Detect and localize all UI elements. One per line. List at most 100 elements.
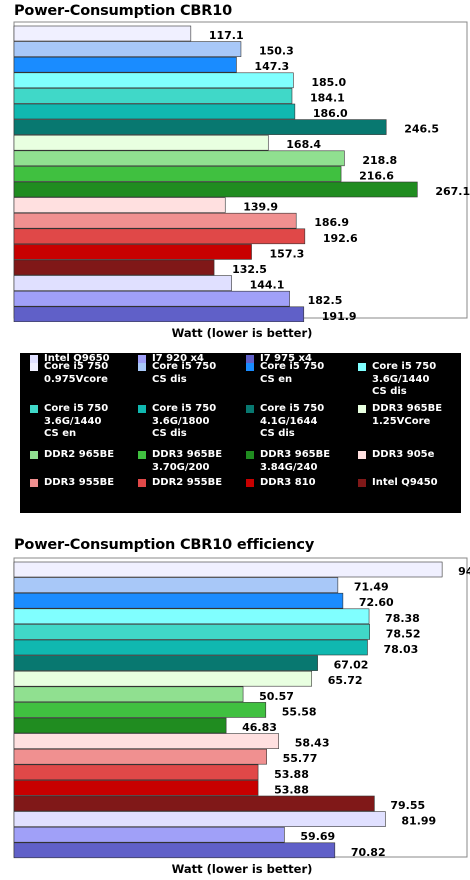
legend-label: Core i5 750 3.6G/1440 CS en bbox=[44, 403, 109, 440]
bar bbox=[13, 56, 237, 73]
bar bbox=[13, 212, 297, 229]
data-label: 168.4 bbox=[286, 138, 321, 151]
bar bbox=[13, 670, 313, 687]
data-label: 246.5 bbox=[404, 123, 439, 136]
bar bbox=[13, 795, 375, 812]
data-label: 132.5 bbox=[232, 263, 267, 276]
legend-label: Core i5 750 4.1G/1644 CS dis bbox=[260, 403, 325, 440]
data-label: 78.52 bbox=[386, 627, 421, 640]
data-label: 81.99 bbox=[401, 815, 436, 828]
data-label: 150.3 bbox=[259, 45, 294, 58]
bar bbox=[13, 608, 370, 625]
bar bbox=[13, 134, 269, 151]
bar bbox=[13, 181, 418, 198]
data-label: 186.0 bbox=[313, 107, 348, 120]
chart-1-plot: 117.1 150.3 147.3 185.0 184.1 186.0 246.5 168.4… bbox=[13, 21, 470, 322]
bar bbox=[13, 166, 342, 182]
legend-swatch bbox=[246, 355, 254, 363]
data-label: 184.1 bbox=[310, 91, 345, 104]
bar bbox=[13, 103, 296, 120]
data-label: 192.6 bbox=[323, 232, 358, 245]
bar bbox=[13, 88, 293, 104]
legend: Core i5 750 0.975Vcore Core i5 750 CS dis… bbox=[20, 353, 461, 513]
bar bbox=[13, 748, 267, 765]
legend-swatch bbox=[358, 479, 366, 487]
legend-label: DDR3 955BE bbox=[44, 477, 115, 488]
data-label: 185.0 bbox=[311, 76, 346, 89]
bar bbox=[13, 577, 339, 593]
data-label: 70.82 bbox=[351, 846, 386, 859]
data-label: 71.49 bbox=[354, 581, 389, 594]
data-label: 46.83 bbox=[242, 721, 277, 734]
legend-swatch bbox=[138, 479, 146, 487]
bar bbox=[13, 275, 232, 291]
legend-label: I7 920 x4 bbox=[152, 353, 204, 364]
bar bbox=[13, 244, 252, 260]
bar bbox=[13, 290, 290, 307]
bar bbox=[13, 119, 387, 135]
legend-label: Core i5 750 0.975Vcore bbox=[44, 361, 109, 385]
bar bbox=[13, 624, 370, 640]
bar bbox=[13, 41, 242, 57]
bar bbox=[13, 702, 267, 718]
bar bbox=[13, 150, 345, 167]
legend-swatch bbox=[358, 405, 366, 413]
legend-label: DDR2 955BE bbox=[152, 477, 223, 488]
bar bbox=[13, 811, 386, 827]
data-label: 191.9 bbox=[322, 310, 357, 322]
chart-1-title: Power-Consumption CBR10 bbox=[14, 3, 233, 19]
legend-swatch bbox=[30, 405, 38, 413]
legend-label: Intel Q9650 bbox=[44, 353, 110, 364]
data-label: 78.38 bbox=[385, 612, 420, 625]
legend-swatch bbox=[358, 451, 366, 459]
data-label: 50.57 bbox=[259, 690, 294, 703]
bar bbox=[13, 259, 215, 276]
legend-swatch bbox=[30, 451, 38, 459]
chart-2-title: Power-Consumption CBR10 efficiency bbox=[14, 537, 315, 553]
data-label: 139.9 bbox=[243, 201, 278, 214]
bar bbox=[13, 826, 285, 843]
data-label: 53.88 bbox=[274, 768, 309, 781]
bar bbox=[13, 655, 318, 671]
data-label: 94.51 bbox=[458, 565, 470, 578]
chart-1-x-axis-label: Watt (lower is better) bbox=[171, 326, 313, 340]
legend-swatch bbox=[30, 355, 38, 363]
data-label: 267.1 bbox=[435, 185, 470, 198]
legend-label: Intel Q9450 bbox=[372, 477, 438, 488]
legend-swatch bbox=[138, 355, 146, 363]
legend-swatch bbox=[138, 451, 146, 459]
legend-swatch bbox=[138, 363, 146, 371]
data-label: 55.58 bbox=[282, 705, 317, 718]
legend-label: DDR3 965BE 3.70G/200 bbox=[152, 449, 223, 473]
data-label: 55.77 bbox=[283, 752, 318, 765]
bar bbox=[13, 717, 227, 734]
data-label: 72.60 bbox=[359, 596, 394, 609]
legend-label: DDR3 905e bbox=[372, 449, 435, 460]
legend-swatch bbox=[138, 405, 146, 413]
data-label: 78.03 bbox=[383, 643, 418, 656]
legend-swatch bbox=[30, 479, 38, 487]
data-label: 65.72 bbox=[328, 674, 363, 687]
bar bbox=[13, 842, 336, 859]
data-label: 58.43 bbox=[295, 737, 330, 750]
chart-2-plot: 94.51 71.49 72.60 78.38 78.52 78.03 67.02 65.72… bbox=[13, 557, 470, 859]
data-label: 218.8 bbox=[362, 154, 397, 167]
data-label: 59.69 bbox=[300, 830, 335, 843]
data-label: 157.3 bbox=[270, 247, 305, 260]
legend-label: DDR3 965BE 1.25VCore bbox=[372, 403, 443, 427]
data-label: 182.5 bbox=[308, 294, 343, 307]
data-label: 79.55 bbox=[390, 799, 425, 812]
bar bbox=[13, 733, 279, 749]
data-label: 144.1 bbox=[250, 279, 285, 292]
bar bbox=[13, 592, 344, 609]
bar bbox=[13, 764, 259, 781]
data-label: 117.1 bbox=[209, 29, 244, 42]
legend-label: Core i5 750 3.6G/1440 CS dis bbox=[372, 361, 437, 398]
bar bbox=[13, 686, 244, 703]
data-label: 67.02 bbox=[334, 659, 369, 672]
bar bbox=[13, 25, 192, 42]
legend-swatch bbox=[246, 363, 254, 371]
legend-label: I7 975 x4 bbox=[260, 353, 312, 364]
data-label: 216.6 bbox=[359, 169, 394, 182]
legend-label: DDR2 965BE bbox=[44, 449, 115, 460]
